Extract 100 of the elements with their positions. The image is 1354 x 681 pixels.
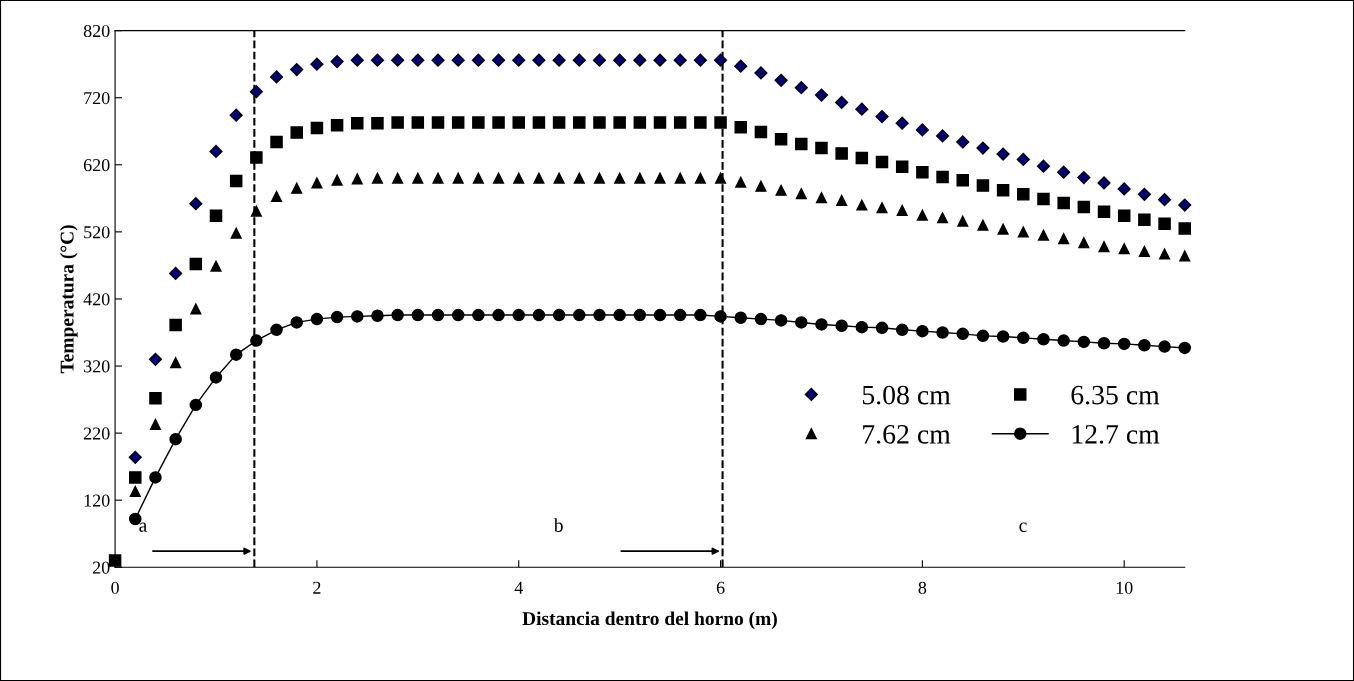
point [149, 418, 162, 430]
y-tick-label: 720 [84, 91, 110, 105]
point [573, 308, 586, 322]
point [432, 172, 444, 184]
point [673, 308, 687, 322]
point [592, 53, 607, 67]
point [451, 308, 465, 322]
point [392, 172, 404, 184]
point [370, 53, 385, 67]
point [856, 199, 868, 211]
point [997, 223, 1009, 235]
point [170, 357, 182, 369]
point [411, 53, 425, 67]
point [330, 118, 344, 132]
point [795, 316, 808, 329]
point [351, 116, 364, 130]
point [614, 172, 626, 184]
point [613, 308, 626, 322]
point [674, 172, 686, 184]
point [774, 314, 788, 327]
point [836, 194, 848, 206]
x-tick-label: 0 [111, 581, 119, 594]
point [1179, 250, 1191, 262]
point [310, 121, 324, 135]
point [270, 135, 283, 149]
point [855, 151, 869, 165]
point [472, 308, 485, 322]
point [875, 321, 889, 335]
point [371, 172, 384, 184]
point [1057, 334, 1070, 347]
point [855, 102, 869, 116]
point [371, 309, 384, 322]
point [673, 116, 687, 129]
point [754, 312, 768, 326]
point [976, 329, 990, 343]
point [815, 192, 828, 204]
point [472, 172, 484, 184]
point [814, 88, 829, 102]
point [330, 310, 344, 324]
point [654, 172, 666, 184]
point [593, 116, 606, 129]
point [653, 116, 667, 129]
point [935, 129, 950, 143]
point [573, 116, 586, 129]
point [290, 62, 304, 77]
point [1098, 241, 1110, 253]
point [472, 116, 485, 129]
point [209, 144, 223, 158]
annotation: a [139, 522, 147, 532]
point [613, 53, 627, 67]
y-tick-label: 520 [84, 226, 110, 239]
legend-label: 12.7 cm [1072, 425, 1160, 444]
point [956, 327, 969, 341]
point [411, 308, 425, 322]
point [1117, 337, 1131, 351]
point [1158, 340, 1171, 353]
point [673, 53, 687, 67]
point [492, 172, 505, 184]
point [230, 227, 242, 239]
point [391, 308, 404, 322]
point [189, 197, 203, 211]
point [734, 120, 747, 134]
point [1057, 165, 1071, 179]
point [976, 141, 990, 155]
point [189, 398, 203, 412]
point [431, 308, 445, 322]
point [996, 330, 1010, 343]
point [249, 85, 263, 99]
point [895, 160, 909, 174]
point [552, 53, 566, 67]
point [734, 59, 748, 73]
point [795, 188, 807, 200]
point [311, 177, 323, 189]
point [572, 53, 586, 67]
point [229, 174, 243, 188]
point [350, 53, 364, 67]
point [310, 312, 324, 326]
point [795, 137, 808, 151]
point [250, 334, 263, 347]
point [633, 116, 647, 129]
point [169, 266, 183, 281]
point [391, 116, 404, 129]
point [633, 308, 647, 322]
point [896, 204, 908, 216]
point [1017, 226, 1029, 238]
point [633, 53, 647, 67]
point [915, 123, 929, 137]
point [876, 202, 888, 214]
point [936, 170, 949, 184]
point [815, 318, 828, 331]
point [351, 310, 364, 323]
point [653, 308, 667, 322]
point [996, 184, 1010, 197]
point [129, 485, 141, 498]
point [310, 57, 324, 71]
point [190, 303, 202, 315]
point [269, 70, 284, 84]
point [270, 190, 283, 202]
point [1159, 248, 1171, 260]
point [694, 116, 707, 129]
